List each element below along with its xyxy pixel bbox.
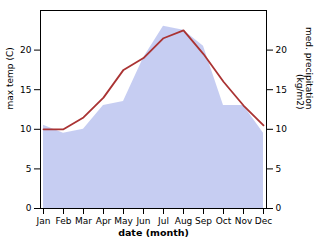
svg-text:0: 0 — [26, 203, 32, 213]
svg-text:Jun: Jun — [135, 216, 150, 226]
svg-text:0: 0 — [276, 203, 282, 213]
svg-text:May: May — [114, 216, 133, 226]
svg-text:10: 10 — [20, 124, 32, 134]
svg-text:Feb: Feb — [56, 216, 72, 226]
svg-text:5: 5 — [276, 164, 282, 174]
svg-text:date (month): date (month) — [118, 227, 189, 238]
svg-text:Jan: Jan — [36, 216, 51, 226]
svg-text:Aug: Aug — [175, 216, 193, 226]
svg-text:Dec: Dec — [255, 216, 272, 226]
svg-text:med. precipitation(kg/m2): med. precipitation(kg/m2) — [295, 27, 314, 109]
svg-text:20: 20 — [276, 45, 288, 55]
svg-text:15: 15 — [20, 85, 31, 95]
svg-text:Sep: Sep — [195, 216, 212, 226]
svg-text:Jul: Jul — [157, 216, 169, 226]
svg-text:Mar: Mar — [75, 216, 92, 226]
svg-text:15: 15 — [276, 85, 287, 95]
svg-text:Apr: Apr — [96, 216, 112, 226]
svg-text:5: 5 — [26, 164, 32, 174]
svg-text:20: 20 — [20, 45, 32, 55]
svg-text:max temp (C): max temp (C) — [5, 47, 15, 109]
svg-text:Nov: Nov — [235, 216, 253, 226]
svg-text:10: 10 — [276, 124, 288, 134]
svg-text:Oct: Oct — [216, 216, 232, 226]
